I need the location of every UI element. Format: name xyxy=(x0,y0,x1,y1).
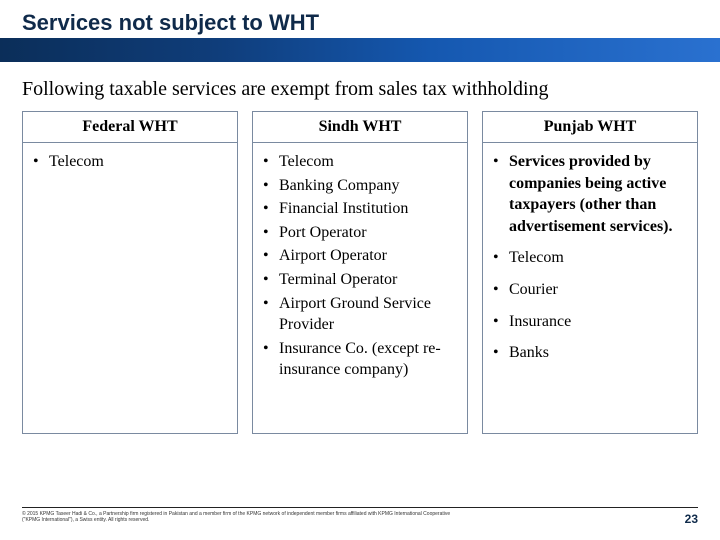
title-bar: Services not subject to WHT xyxy=(0,0,720,62)
item-list: TelecomBanking CompanyFinancial Institut… xyxy=(263,151,457,381)
list-item: Airport Operator xyxy=(263,245,457,267)
list-item: Banking Company xyxy=(263,175,457,197)
columns-container: Federal WHT Telecom Sindh WHT TelecomBan… xyxy=(0,111,720,434)
column-body: Services provided by companies being act… xyxy=(483,143,697,433)
column-federal: Federal WHT Telecom xyxy=(22,111,238,434)
list-item: Telecom xyxy=(263,151,457,173)
item-list: Telecom xyxy=(33,151,227,173)
list-item: Courier xyxy=(493,279,687,301)
list-item: Airport Ground Service Provider xyxy=(263,293,457,336)
list-item-text: Services provided by companies being act… xyxy=(509,153,673,235)
list-item: Insurance xyxy=(493,311,687,333)
slide: Services not subject to WHT Following ta… xyxy=(0,0,720,540)
list-item: Banks xyxy=(493,342,687,364)
column-body: Telecom xyxy=(23,143,237,433)
list-item: Insurance Co. (except re-insurance compa… xyxy=(263,338,457,381)
item-list: Services provided by companies being act… xyxy=(493,151,687,364)
footer: © 2015 KPMG Taseer Hadi & Co., a Partner… xyxy=(22,507,698,526)
column-header: Sindh WHT xyxy=(253,112,467,143)
slide-title: Services not subject to WHT xyxy=(22,10,327,36)
column-sindh: Sindh WHT TelecomBanking CompanyFinancia… xyxy=(252,111,468,434)
slide-subhead: Following taxable services are exempt fr… xyxy=(0,62,720,111)
column-header: Punjab WHT xyxy=(483,112,697,143)
list-item: Port Operator xyxy=(263,222,457,244)
column-header: Federal WHT xyxy=(23,112,237,143)
list-item: Services provided by companies being act… xyxy=(493,151,687,237)
footer-legal: © 2015 KPMG Taseer Hadi & Co., a Partner… xyxy=(22,512,452,523)
column-body: TelecomBanking CompanyFinancial Institut… xyxy=(253,143,467,433)
list-item: Financial Institution xyxy=(263,198,457,220)
page-number: 23 xyxy=(685,512,698,526)
list-item: Telecom xyxy=(493,247,687,269)
list-item: Terminal Operator xyxy=(263,269,457,291)
list-item: Telecom xyxy=(33,151,227,173)
column-punjab: Punjab WHT Services provided by companie… xyxy=(482,111,698,434)
